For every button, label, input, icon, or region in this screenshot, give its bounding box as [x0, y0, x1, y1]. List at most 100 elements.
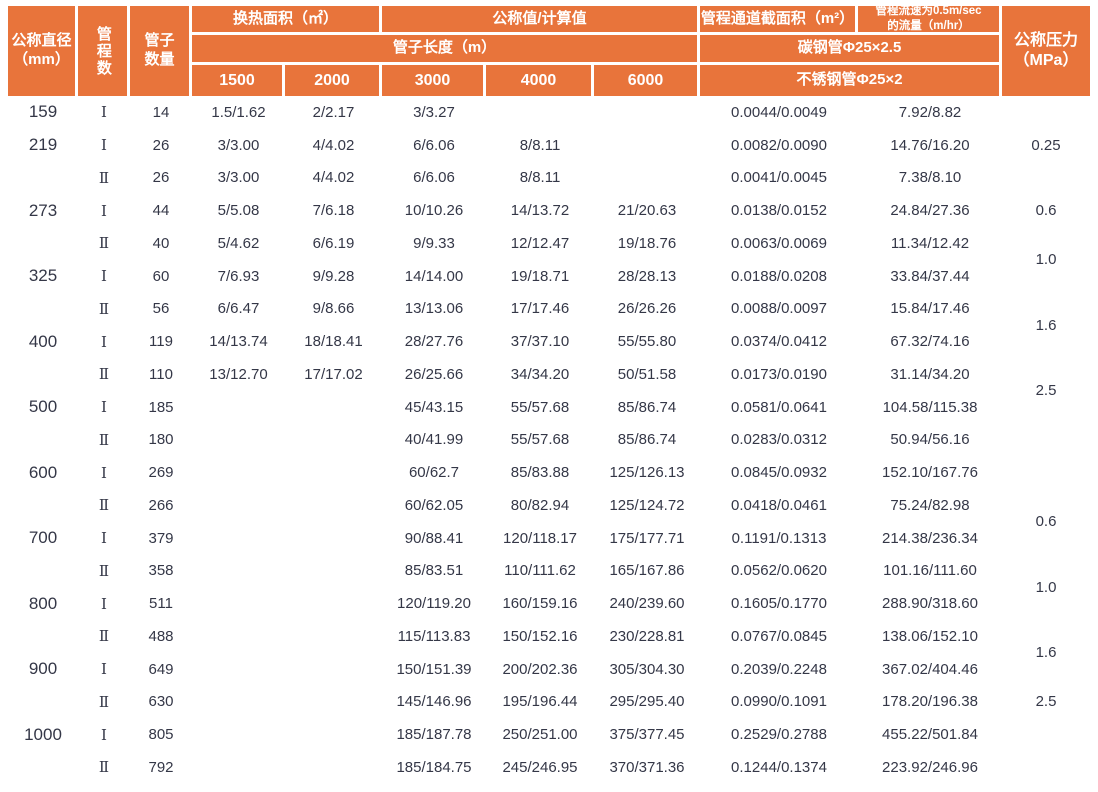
cell-pass-count: Ⅱ	[98, 299, 110, 318]
cell-flow-rate: 33.84/37.44	[890, 267, 970, 285]
header-tube-count: 管子数量	[130, 6, 192, 96]
cell-area-3000: 14/14.00	[404, 267, 464, 285]
cell-diameter: 400	[28, 331, 58, 351]
cell-area-4000: 195/196.44	[502, 693, 578, 711]
cell-area-1500: 5/5.08	[217, 202, 260, 220]
header-length-2000-label: 2000	[314, 71, 350, 89]
cell-pass-count: Ⅰ	[101, 725, 107, 744]
header-channel-cross-section: 管程通道截面积（m²）	[700, 6, 858, 35]
cell-area-6000: 125/126.13	[609, 464, 685, 482]
cell-area-4000: 8/8.11	[519, 169, 561, 187]
cell-cross-section: 0.0283/0.0312	[731, 431, 827, 449]
cell-cross-section: 0.0374/0.0412	[731, 333, 827, 351]
cell-area-3000: 85/83.51	[404, 562, 464, 580]
cell-tube-count: 44	[152, 202, 170, 220]
cell-area-3000: 6/6.06	[413, 136, 455, 154]
cell-pass-count: Ⅱ	[98, 627, 110, 646]
cell-tube-count: 266	[148, 496, 174, 514]
cell-pass-count: Ⅱ	[98, 561, 110, 580]
cell-area-3000: 145/146.96	[396, 693, 472, 711]
cell-area-2000: 7/6.18	[312, 202, 355, 220]
cell-area-6000: 85/86.74	[617, 431, 677, 449]
header-length-6000: 6000	[594, 65, 700, 96]
cell-area-3000: 185/187.78	[396, 726, 472, 744]
cell-diameter: 600	[28, 462, 58, 482]
cell-diameter: 325	[28, 266, 58, 286]
cell-flow-rate: 50.94/56.16	[890, 431, 970, 449]
cell-flow-rate: 367.02/404.46	[882, 660, 978, 678]
cell-cross-section: 0.0188/0.0208	[731, 267, 827, 285]
cell-tube-count: 119	[149, 333, 173, 351]
cell-cross-section: 0.0088/0.0097	[731, 300, 827, 318]
cell-area-3000: 60/62.7	[408, 464, 460, 482]
cell-tube-count: 40	[152, 234, 170, 252]
cell-area-4000: 250/251.00	[502, 726, 578, 744]
cell-area-4000: 34/34.20	[510, 365, 570, 383]
cell-flow-rate: 455.22/501.84	[882, 726, 978, 744]
header-length-4000-label: 4000	[520, 71, 557, 89]
cell-tube-count: 269	[148, 464, 174, 482]
cell-tube-count: 630	[148, 693, 174, 711]
header-length-4000: 4000	[486, 65, 594, 96]
header-length-2000: 2000	[285, 65, 382, 96]
cell-area-1500: 3/3.00	[217, 169, 260, 187]
cell-flow-rate: 24.84/27.36	[890, 202, 970, 220]
cell-area-2000: 9/9.28	[312, 267, 355, 285]
cell-area-3000: 120/119.20	[397, 595, 471, 613]
header-heat-exchange-area: 换热面积（㎡）	[192, 6, 382, 35]
cell-nominal-pressure: 2.5	[1035, 382, 1057, 400]
cell-area-1500: 13/12.70	[209, 365, 268, 383]
cell-nominal-pressure: 0.25	[1031, 136, 1061, 154]
cell-flow-rate: 15.84/17.46	[890, 300, 970, 318]
cell-area-4000: 17/17.46	[510, 300, 570, 318]
header-tube-length-label: 管子长度（m）	[392, 39, 497, 57]
cell-pass-count: Ⅱ	[98, 430, 110, 449]
cell-area-4000: 37/37.10	[510, 333, 570, 351]
cell-flow-rate: 214.38/236.34	[882, 529, 978, 547]
cell-pass-count: Ⅱ	[98, 168, 110, 187]
cell-pass-count: Ⅱ	[98, 365, 110, 384]
cell-tube-count: 805	[148, 726, 174, 744]
cell-area-3000: 90/88.41	[404, 529, 464, 547]
header-nominal-pressure-line1: 公称压力	[1013, 32, 1078, 49]
cell-cross-section: 0.0562/0.0620	[731, 562, 827, 580]
cell-area-4000: 150/152.16	[502, 627, 578, 645]
cell-area-4000: 200/202.36	[502, 660, 578, 678]
cell-pass-count: Ⅰ	[101, 201, 107, 220]
cell-tube-count: 649	[148, 660, 174, 678]
header-nominal-pressure: 公称压力 （MPa）	[1002, 6, 1090, 96]
cell-cross-section: 0.0581/0.0641	[731, 398, 827, 416]
header-length-3000: 3000	[382, 65, 486, 96]
cell-pass-count: Ⅰ	[101, 529, 107, 548]
cell-area-1500: 14/13.74	[209, 333, 268, 351]
cell-area-6000: 55/55.80	[617, 333, 677, 351]
cell-flow-rate: 101.16/111.60	[883, 562, 977, 580]
header-nominal-diameter-line1: 公称直径	[11, 32, 72, 50]
cell-flow-rate: 75.24/82.98	[890, 496, 970, 514]
cell-area-6000: 26/26.26	[617, 300, 677, 318]
header-nominal-calculated-label: 公称值/计算值	[492, 9, 587, 27]
cell-cross-section: 0.1244/0.1374	[731, 758, 827, 776]
cell-area-2000: 6/6.19	[312, 234, 355, 252]
cell-area-3000: 150/151.39	[396, 660, 472, 678]
cell-area-6000: 125/124.72	[609, 496, 685, 514]
cell-area-4000: 55/57.68	[510, 431, 570, 449]
header-nominal-calculated: 公称值/计算值	[382, 6, 700, 35]
header-pass-count-label: 管程数	[94, 25, 112, 77]
cell-area-6000: 370/371.36	[609, 758, 685, 776]
cell-flow-rate: 14.76/16.20	[890, 136, 970, 154]
cell-nominal-pressure: 0.6	[1035, 513, 1057, 531]
cell-area-6000: 50/51.58	[617, 365, 677, 383]
cell-nominal-pressure: 1.0	[1035, 578, 1057, 596]
cell-cross-section: 0.0063/0.0069	[731, 234, 827, 252]
cell-area-3000: 28/27.76	[404, 333, 464, 351]
cell-area-3000: 13/13.06	[404, 300, 464, 318]
cell-area-4000: 14/13.72	[510, 202, 570, 220]
header-tube-length: 管子长度（m）	[192, 35, 700, 65]
cell-area-4000: 120/118.17	[503, 529, 577, 547]
cell-area-3000: 3/3.27	[413, 103, 455, 121]
cell-flow-rate: 7.38/8.10	[898, 169, 962, 187]
cell-tube-count: 358	[148, 562, 174, 580]
cell-nominal-pressure: 1.6	[1035, 316, 1057, 334]
